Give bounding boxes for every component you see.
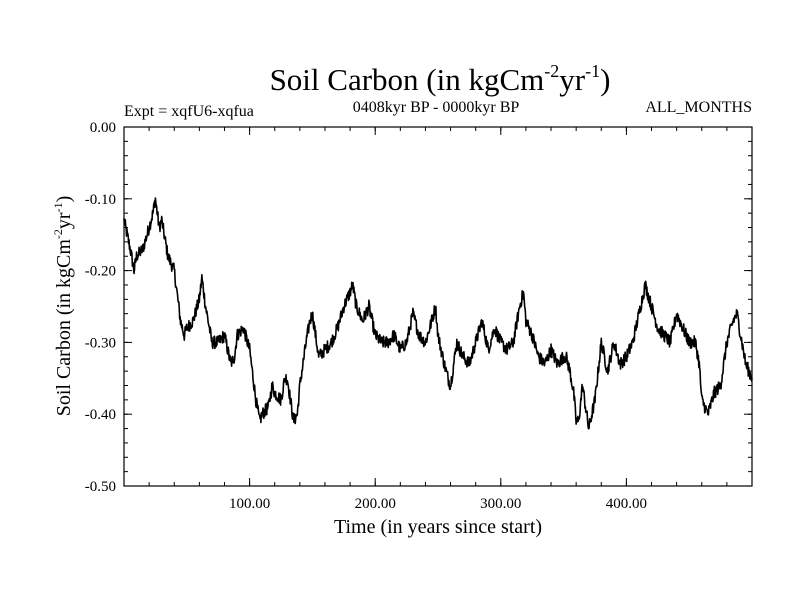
x-tick-label: 200.00 — [355, 496, 396, 512]
x-axis: 100.00 200.00 300.00 400.00 — [148, 127, 728, 512]
chart-title-exp2: -1 — [585, 61, 600, 81]
y-tick-label: -0.50 — [85, 479, 116, 495]
plot-frame — [123, 126, 753, 487]
y-axis-label: Soil Carbon (in kgCm-2yr-1) — [51, 196, 75, 417]
x-tick-label: 300.00 — [480, 496, 521, 512]
y-tick-label: -0.30 — [85, 335, 116, 351]
y-axis-label-mid: yr — [53, 212, 75, 229]
series-line — [123, 197, 753, 430]
x-tick-label: 100.00 — [229, 496, 270, 512]
series-group — [123, 197, 753, 430]
y-axis-label-base: Soil Carbon (in kgCm — [53, 239, 75, 417]
y-tick-label: -0.10 — [85, 192, 116, 208]
y-tick-label: -0.40 — [85, 407, 116, 423]
y-tick-label: -0.20 — [85, 264, 116, 280]
chart-title-mid: yr — [559, 62, 586, 97]
chart-title-base: Soil Carbon (in kgCm — [270, 62, 545, 97]
subtitle-center: 0408kyr BP - 0000kyr BP — [353, 99, 520, 116]
x-tick-label: 400.00 — [606, 496, 647, 512]
x-axis-label: Time (in years since start) — [334, 516, 542, 538]
y-axis-label-exp2: -1 — [51, 202, 65, 212]
chart-title-end: ) — [600, 62, 610, 97]
chart-title: Soil Carbon (in kgCm-2yr-1) — [270, 61, 611, 97]
y-tick-label: 0.00 — [90, 120, 116, 136]
subtitle-left: Expt = xqfU6-xqfua — [124, 103, 254, 120]
y-axis-label-exp1: -2 — [51, 229, 65, 239]
y-axis-label-end: ) — [53, 196, 75, 203]
subtitle-right: ALL_MONTHS — [645, 99, 752, 116]
y-axis: 0.00 -0.10 -0.20 -0.30 -0.40 -0.50 — [85, 120, 752, 495]
chart-title-exp1: -2 — [544, 61, 559, 81]
